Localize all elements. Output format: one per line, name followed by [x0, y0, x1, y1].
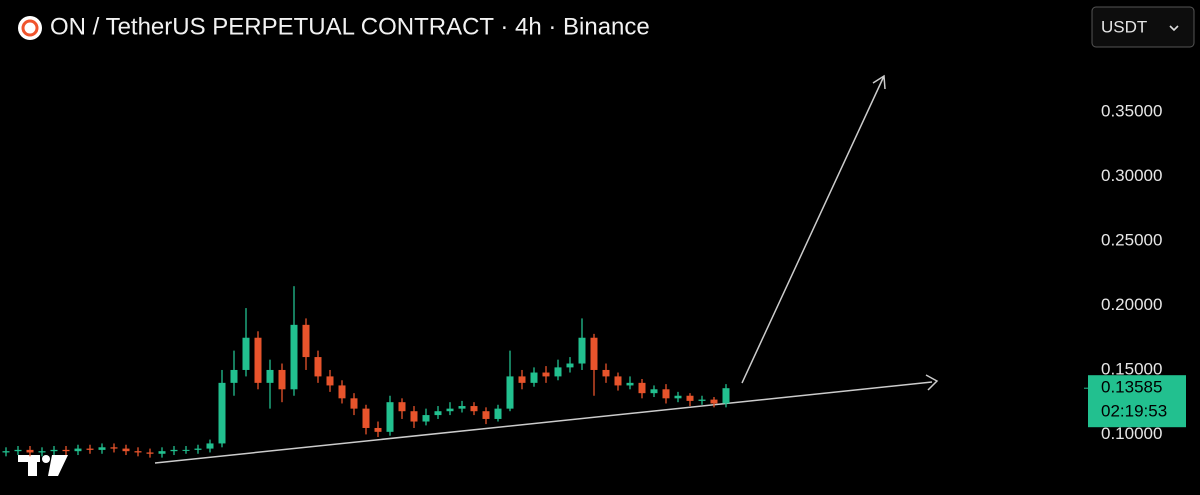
candle-body — [38, 451, 46, 453]
logo-bar — [28, 455, 37, 476]
candle-body — [662, 389, 670, 399]
candle-body — [506, 376, 514, 409]
candle-body — [62, 449, 70, 452]
candle-body — [254, 337, 262, 383]
candle-body — [650, 389, 658, 394]
candle-body — [134, 451, 142, 453]
target-arrow — [741, 75, 885, 384]
candle-body — [458, 406, 466, 409]
price-tag — [1088, 375, 1186, 428]
trend-line — [154, 381, 933, 464]
candle-body — [146, 452, 154, 454]
candle-body — [314, 357, 322, 377]
candle-body — [122, 448, 130, 452]
candle-body — [206, 443, 214, 449]
logo-dot — [42, 455, 50, 463]
candle-body — [590, 337, 598, 370]
y-tick-label: 0.10000 — [1101, 424, 1162, 443]
candle-body — [638, 382, 646, 394]
candle-body — [482, 411, 490, 419]
candle-body — [230, 369, 238, 383]
countdown-label: 02:19:53 — [1101, 402, 1167, 421]
candle-body — [170, 449, 178, 452]
logo-mark — [21, 19, 39, 37]
candle-body — [86, 448, 94, 450]
candle-body — [278, 369, 286, 390]
logo-slash — [48, 455, 68, 476]
candle-body — [722, 388, 730, 404]
candle-body — [434, 411, 442, 416]
candle-body — [50, 449, 58, 452]
candle-body — [242, 337, 250, 370]
y-tick-label: 0.30000 — [1101, 166, 1162, 185]
candle-body — [614, 376, 622, 386]
currency-select[interactable]: USDT — [1091, 6, 1195, 48]
currency-label[interactable]: USDT — [1101, 17, 1147, 36]
candle-body — [578, 337, 586, 364]
y-tick-label: 0.35000 — [1101, 102, 1162, 121]
candle-body — [698, 399, 706, 401]
last-price-label: 0.13585 — [1101, 378, 1162, 397]
candle-body — [530, 372, 538, 383]
y-tick-label: 0.25000 — [1101, 231, 1162, 250]
candle-body — [194, 448, 202, 450]
tv-logo — [18, 455, 68, 476]
y-tick-label: 0.20000 — [1101, 295, 1162, 314]
candle-body — [14, 449, 22, 452]
currency-box[interactable] — [1091, 6, 1195, 48]
candle-body — [98, 447, 106, 450]
candle-body — [110, 447, 118, 449]
candle-body — [350, 398, 358, 409]
candle-body — [386, 402, 394, 432]
candle-body — [422, 415, 430, 422]
candle-body — [362, 408, 370, 428]
candle-body — [26, 449, 34, 453]
candle-body — [374, 427, 382, 432]
chevron[interactable] — [1169, 25, 1179, 32]
candle-body — [398, 402, 406, 412]
candle-body — [470, 406, 478, 412]
candle-body — [74, 448, 82, 452]
candle-body — [158, 451, 166, 454]
candle-body — [494, 408, 502, 419]
y-tick-label: 0.15000 — [1101, 359, 1162, 378]
candle-body — [626, 382, 634, 386]
candle-body — [566, 363, 574, 368]
candle-body — [302, 324, 310, 358]
candle-body — [410, 411, 418, 422]
candle-body — [446, 408, 454, 412]
candle-body — [182, 449, 190, 451]
candle-body — [218, 382, 226, 444]
candle-body — [2, 451, 10, 453]
candle-body — [338, 385, 346, 399]
candle-body — [326, 376, 334, 386]
arrow-head — [925, 374, 939, 391]
arrow-head — [872, 74, 886, 90]
candle-body — [290, 324, 298, 390]
candle-body — [602, 369, 610, 377]
candle-body — [686, 395, 694, 401]
candle-body — [554, 367, 562, 377]
candle-body — [266, 369, 274, 383]
chart-title: ON / TetherUS PERPETUAL CONTRACT · 4h · … — [50, 13, 650, 40]
candle-body — [542, 372, 550, 377]
candle-body — [710, 399, 718, 404]
candle-body — [518, 376, 526, 383]
candle-body — [674, 395, 682, 399]
